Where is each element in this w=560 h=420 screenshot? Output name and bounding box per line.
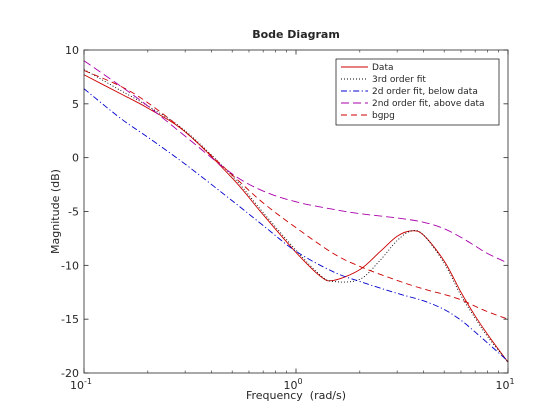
y-tick-label: 10 bbox=[65, 44, 79, 57]
y-tick-label: -15 bbox=[61, 313, 79, 326]
y-tick-label: -20 bbox=[61, 367, 79, 380]
legend-entry-label: 2d order fit, below data bbox=[372, 87, 478, 97]
x-tick-label: 100 bbox=[283, 377, 302, 392]
series-line-1 bbox=[83, 74, 509, 363]
y-tick-label: 0 bbox=[72, 152, 79, 165]
y-tick-label: -10 bbox=[61, 259, 79, 272]
legend-entry-label: 3rd order fit bbox=[372, 75, 426, 85]
y-tick-label: 5 bbox=[72, 98, 79, 111]
x-tick-label: 10-1 bbox=[70, 377, 92, 392]
chart-title: Bode Diagram bbox=[252, 28, 340, 41]
legend-items: Data 3rd order fit 2d order fit, below dat… bbox=[341, 63, 485, 121]
x-tick-label: 101 bbox=[495, 377, 514, 392]
legend-entry-label: 2nd order fit, above data bbox=[372, 99, 485, 109]
series-line-3 bbox=[83, 88, 509, 362]
y-axis-label: Magnitude (dB) bbox=[49, 169, 62, 254]
legend-entry-label: bgpg bbox=[372, 111, 395, 121]
legend-box bbox=[335, 58, 500, 126]
tick-label-layer: 10-1 100 101 -20 -15 -10 -5 0 5 10 bbox=[61, 44, 515, 392]
y-tick-label: -5 bbox=[68, 206, 79, 219]
series-line-5 bbox=[83, 70, 509, 320]
series-line-4 bbox=[83, 60, 509, 264]
x-axis-label: Frequency (rad/s) bbox=[246, 389, 346, 402]
legend-entry-label: Data bbox=[372, 63, 394, 73]
legend: Data 3rd order fit 2d order fit, below dat… bbox=[335, 58, 500, 126]
plot-frame bbox=[83, 49, 509, 374]
series-layer bbox=[83, 60, 509, 363]
